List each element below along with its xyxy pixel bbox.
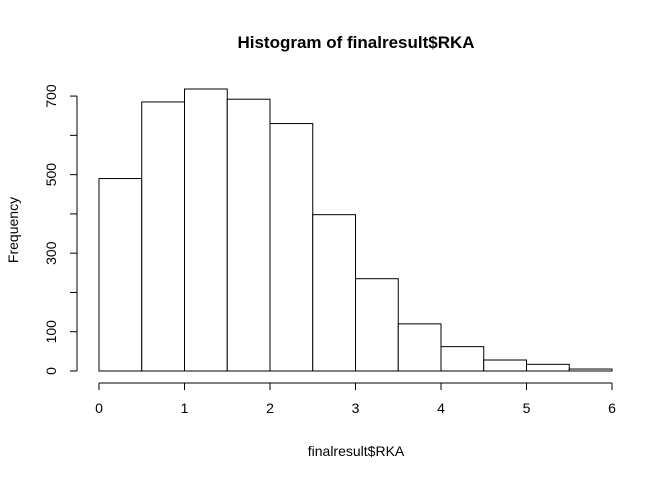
y-tick-label: 500 <box>43 163 59 187</box>
y-tick-label: 0 <box>43 367 59 375</box>
histogram-bar <box>441 347 484 371</box>
y-tick-label: 700 <box>43 84 59 108</box>
chart-title: Histogram of finalresult$RKA <box>237 33 474 52</box>
x-tick-label: 0 <box>95 400 103 416</box>
x-tick-label: 3 <box>352 400 360 416</box>
bars-group <box>99 89 612 371</box>
histogram-bar <box>356 279 399 371</box>
histogram-bar <box>569 369 612 371</box>
y-axis: 0 100 300 500 700 <box>43 84 77 375</box>
x-axis: 0 1 2 3 4 5 6 <box>95 383 616 416</box>
histogram-bar <box>484 360 527 371</box>
histogram-bar <box>527 364 570 371</box>
y-tick-label: 300 <box>43 241 59 265</box>
histogram-bar <box>99 179 142 371</box>
y-tick-label: 100 <box>43 320 59 344</box>
x-axis-label: finalresult$RKA <box>308 443 405 459</box>
y-axis-label: Frequency <box>5 197 21 263</box>
histogram-bar <box>185 89 228 371</box>
x-tick-label: 1 <box>181 400 189 416</box>
histogram-bar <box>142 102 185 371</box>
histogram-bar <box>398 324 441 371</box>
histogram-bar <box>270 124 313 371</box>
histogram-bar <box>313 215 356 371</box>
x-tick-label: 4 <box>437 400 445 416</box>
x-tick-label: 2 <box>266 400 274 416</box>
x-tick-label: 6 <box>608 400 616 416</box>
x-tick-label: 5 <box>523 400 531 416</box>
histogram-bar <box>227 99 270 371</box>
